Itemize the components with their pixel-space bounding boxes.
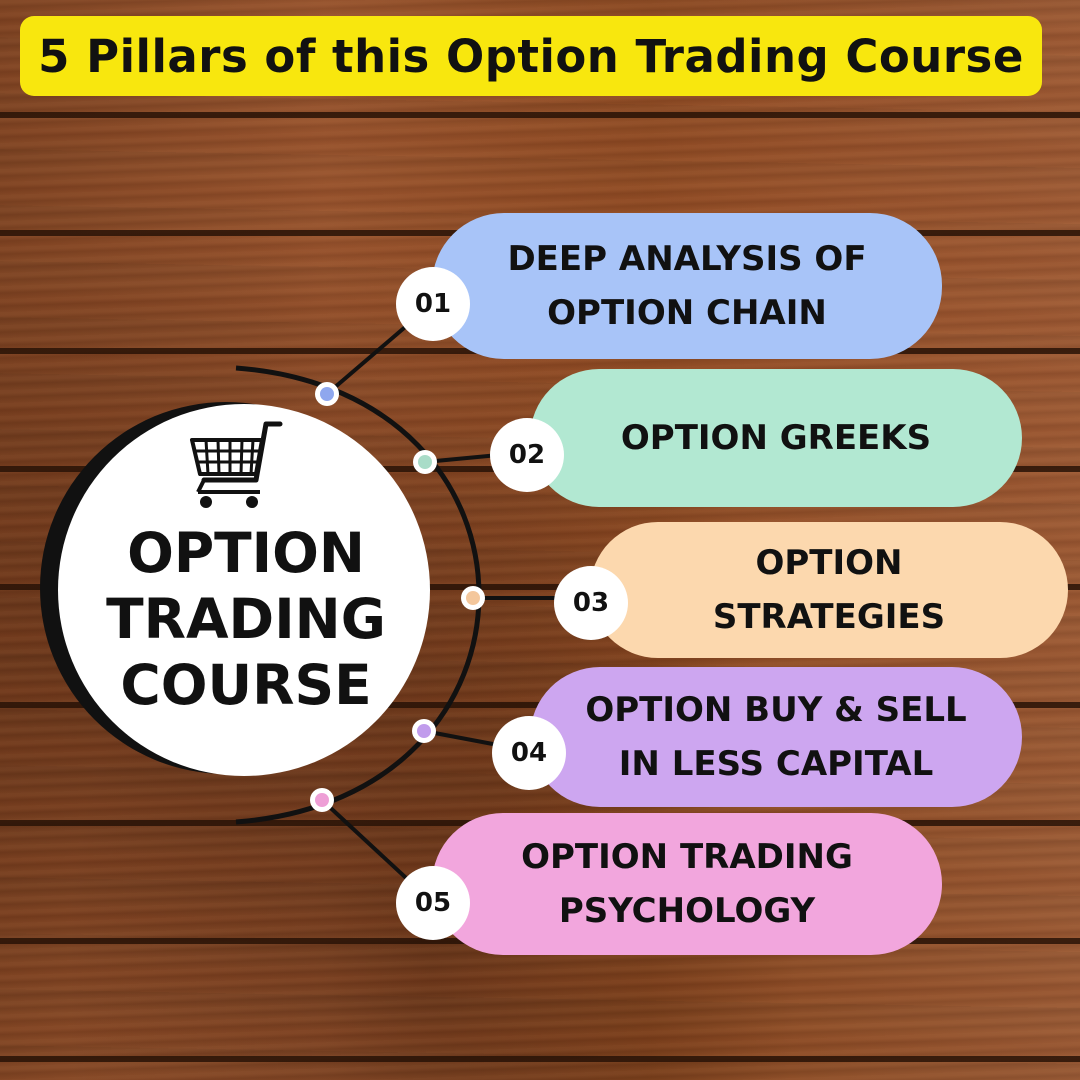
pillar-04-label-line: OPTION BUY & SELL <box>585 690 967 730</box>
pillar-03-label-line: OPTION <box>755 543 903 583</box>
connector-dot-05-core <box>315 793 329 807</box>
pillar-03-pill: OPTION STRATEGIES <box>590 522 1068 658</box>
pillar-02-number-badge: 02 <box>490 418 564 492</box>
pillar-01-label: DEEP ANALYSIS OF OPTION CHAIN <box>507 232 866 340</box>
pillar-05-number-badge: 05 <box>396 866 470 940</box>
pillar-04-label-line: IN LESS CAPITAL <box>618 744 934 784</box>
connector-dot-03-core <box>466 591 480 605</box>
pillar-04-pill: OPTION BUY & SELL IN LESS CAPITAL <box>530 667 1022 807</box>
center-circle <box>58 404 430 776</box>
pillar-05-pill: OPTION TRADING PSYCHOLOGY <box>432 813 942 955</box>
pillar-01-label-line: DEEP ANALYSIS OF <box>507 239 867 279</box>
pillar-01-label-line: OPTION CHAIN <box>547 293 827 333</box>
center-title-line: COURSE <box>120 653 372 717</box>
pillar-02-pill: OPTION GREEKS <box>530 369 1022 507</box>
pillar-05-label-line: OPTION TRADING <box>521 837 853 877</box>
pillar-04-label: OPTION BUY & SELL IN LESS CAPITAL <box>585 683 966 791</box>
pillar-01-number-badge: 01 <box>396 267 470 341</box>
center-title-line: TRADING <box>106 587 386 651</box>
center-title: OPTION TRADING COURSE <box>60 520 432 718</box>
pillar-03-label: OPTION STRATEGIES <box>713 536 945 644</box>
pillar-03-label-line: STRATEGIES <box>712 597 946 637</box>
page-title: 5 Pillars of this Option Trading Course <box>38 29 1024 83</box>
center-title-line: OPTION <box>127 521 365 585</box>
pillar-01-pill: DEEP ANALYSIS OF OPTION CHAIN <box>432 213 942 359</box>
title-banner: 5 Pillars of this Option Trading Course <box>20 16 1042 96</box>
pillar-03-number-badge: 03 <box>554 566 628 640</box>
connector-dots <box>310 382 485 812</box>
connector-dot-04-core <box>417 724 431 738</box>
connector-dot-02-core <box>418 455 432 469</box>
connector-dot-01-core <box>320 387 334 401</box>
pillar-05-label-line: PSYCHOLOGY <box>558 891 816 931</box>
pillar-04-number-badge: 04 <box>492 716 566 790</box>
pillar-02-label: OPTION GREEKS <box>621 411 931 465</box>
pillar-02-label-line: OPTION GREEKS <box>620 418 932 458</box>
shopping-cart-icon <box>190 421 283 508</box>
pillar-05-label: OPTION TRADING PSYCHOLOGY <box>521 830 853 938</box>
